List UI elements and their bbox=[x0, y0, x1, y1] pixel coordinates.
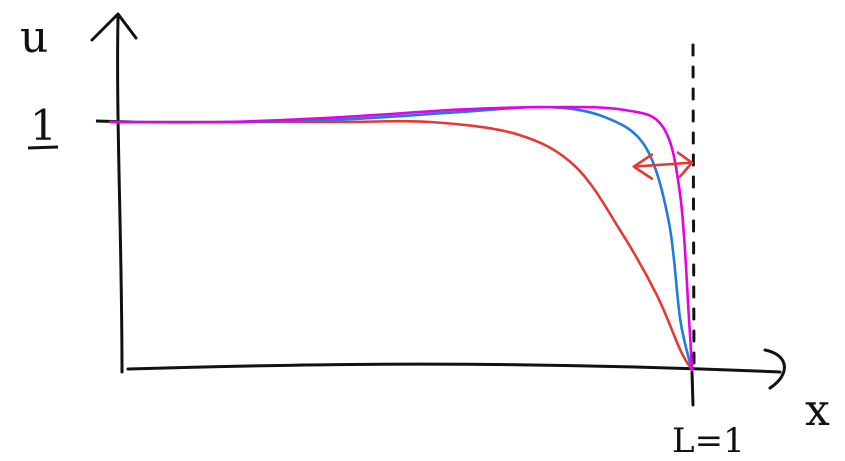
x-axis bbox=[126, 362, 782, 374]
boundary-dashed-line bbox=[691, 43, 696, 374]
series-line-2 bbox=[108, 105, 694, 372]
x-axis-label: x bbox=[805, 385, 830, 436]
y-tick-label-underline bbox=[27, 145, 59, 150]
y-axis-label: u bbox=[20, 12, 48, 63]
series-line-0 bbox=[108, 119, 694, 372]
x-axis-arrowhead bbox=[763, 348, 786, 390]
x-annotation-label: L=1 bbox=[672, 421, 745, 461]
y-axis bbox=[116, 16, 124, 374]
series-line-1 bbox=[108, 105, 694, 372]
y-axis-arrowhead bbox=[90, 12, 138, 42]
series-layer bbox=[108, 105, 694, 372]
y-tick-label-1: 1 bbox=[30, 101, 57, 150]
boundary-tick bbox=[690, 370, 695, 407]
annotation-layer bbox=[632, 151, 694, 180]
double-arrow-annotation-0 bbox=[632, 151, 694, 180]
